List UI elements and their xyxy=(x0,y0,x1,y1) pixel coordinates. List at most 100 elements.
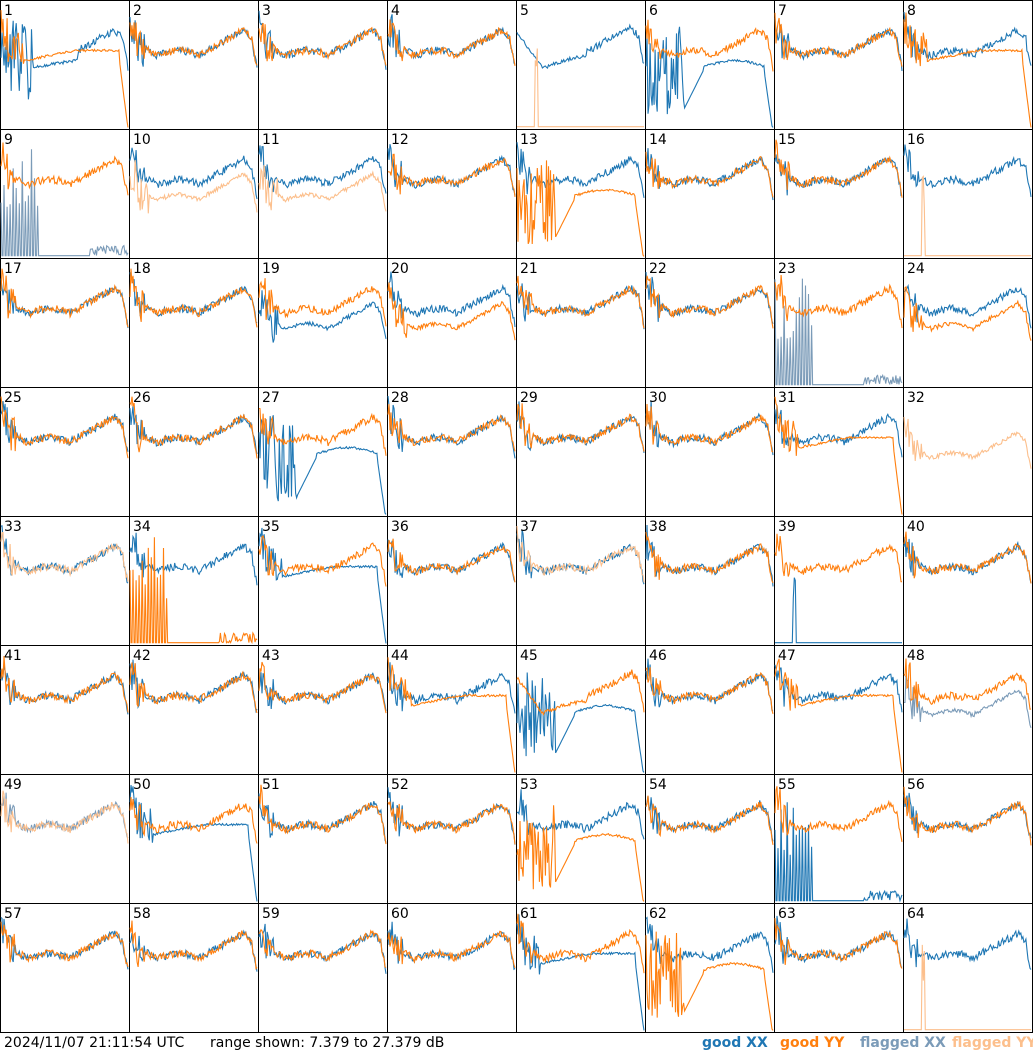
series-xx-good xyxy=(129,147,258,200)
panel-56: 56 xyxy=(903,774,1033,904)
panel-label: 24 xyxy=(907,261,925,277)
series-yy-good xyxy=(258,535,387,587)
panel-label: 60 xyxy=(391,906,409,922)
series-yy-good xyxy=(387,282,516,341)
panel-frame xyxy=(774,645,904,775)
series-yy-good xyxy=(516,160,645,257)
series-xx-good xyxy=(129,929,258,972)
series-yy-flagged xyxy=(517,48,644,128)
panel-10: 10 xyxy=(129,129,259,259)
panel-frame xyxy=(645,258,775,388)
panel-label: 57 xyxy=(4,906,22,922)
panel-label: 54 xyxy=(649,777,667,793)
panel-frame xyxy=(0,645,130,775)
series-yy-good xyxy=(258,278,387,327)
panel-label: 61 xyxy=(520,906,538,922)
series-yy-good xyxy=(0,142,129,196)
panel-54: 54 xyxy=(645,774,775,904)
panel-9: 9 xyxy=(0,129,130,259)
panel-frame xyxy=(129,645,259,775)
panel-8: 8 xyxy=(903,0,1033,130)
panel-20: 20 xyxy=(387,258,517,388)
panel-label: 15 xyxy=(778,132,796,148)
panel-frame xyxy=(129,774,259,904)
panel-47: 47 xyxy=(774,645,904,775)
series-xx-good xyxy=(0,20,129,100)
panel-3: 3 xyxy=(258,0,388,130)
series-yy-good xyxy=(774,274,903,329)
series-xx-good xyxy=(645,26,774,128)
panel-58: 58 xyxy=(129,903,259,1033)
legend-flagged-yy: flagged YY xyxy=(952,1035,1033,1051)
series-yy-good xyxy=(645,666,774,715)
panel-frame xyxy=(645,516,775,646)
panel-frame xyxy=(903,0,1033,130)
series-yy-good xyxy=(258,784,387,845)
panel-5: 5 xyxy=(516,0,646,130)
series-xx-flagged xyxy=(774,278,903,386)
panel-27: 27 xyxy=(258,387,388,517)
series-yy-good xyxy=(774,396,903,515)
series-xx-good xyxy=(516,914,645,1031)
series-xx-good xyxy=(258,145,387,194)
panel-frame xyxy=(0,774,130,904)
panel-label: 8 xyxy=(907,3,916,19)
series-yy-good xyxy=(903,658,1032,710)
series-yy-flagged xyxy=(129,160,258,214)
panel-frame xyxy=(387,387,517,517)
panel-frame xyxy=(258,516,388,646)
timestamp: 2024/11/07 21:11:54 UTC xyxy=(4,1035,185,1051)
panel-label: 27 xyxy=(262,390,280,406)
panel-label: 3 xyxy=(262,3,271,19)
panel-frame xyxy=(516,387,646,517)
panel-frame xyxy=(387,0,517,130)
range-readout: range shown: 7.379 to 27.379 dB xyxy=(210,1035,445,1051)
panel-frame xyxy=(387,516,517,646)
series-yy-good xyxy=(903,786,1032,846)
panel-label: 22 xyxy=(649,261,667,277)
legend-flagged-xx: flagged XX xyxy=(860,1035,946,1051)
series-yy-good xyxy=(387,404,516,452)
series-yy-good xyxy=(903,12,1032,128)
panel-14: 14 xyxy=(645,129,775,259)
series-yy-good xyxy=(516,403,645,452)
series-yy-good xyxy=(387,930,516,968)
series-yy-good xyxy=(0,268,129,328)
series-yy-good xyxy=(516,669,645,716)
panel-label: 5 xyxy=(520,3,529,19)
panel-63: 63 xyxy=(774,903,904,1033)
panel-39: 39 xyxy=(774,516,904,646)
panel-frame xyxy=(903,645,1033,775)
panel-53: 53 xyxy=(516,774,646,904)
panel-31: 31 xyxy=(774,387,904,517)
panel-28: 28 xyxy=(387,387,517,517)
panel-frame xyxy=(258,903,388,1033)
series-yy-good xyxy=(516,913,645,974)
panel-label: 32 xyxy=(907,390,925,406)
panel-43: 43 xyxy=(258,645,388,775)
series-yy-flagged xyxy=(258,165,387,212)
panel-label: 4 xyxy=(391,3,400,19)
panel-label: 11 xyxy=(262,132,280,148)
panel-frame xyxy=(129,0,259,130)
panel-40: 40 xyxy=(903,516,1033,646)
series-yy-good xyxy=(0,10,129,128)
panel-label: 9 xyxy=(4,132,13,148)
panel-label: 28 xyxy=(391,390,409,406)
panel-label: 42 xyxy=(133,648,151,664)
series-xx-good xyxy=(516,672,645,773)
panel-frame xyxy=(774,0,904,130)
panel-label: 62 xyxy=(649,906,667,922)
series-yy-flagged xyxy=(903,416,1032,469)
series-yy-good xyxy=(387,19,516,66)
panel-frame xyxy=(516,903,646,1033)
series-xx-good xyxy=(904,283,1032,329)
series-yy-good xyxy=(129,22,258,66)
series-yy-flagged xyxy=(0,790,129,844)
panel-29: 29 xyxy=(516,387,646,517)
panel-label: 44 xyxy=(391,648,409,664)
panel-64: 64 xyxy=(903,903,1033,1033)
series-yy-good xyxy=(387,801,516,845)
series-yy-good xyxy=(774,658,903,773)
series-yy-good xyxy=(387,657,516,773)
